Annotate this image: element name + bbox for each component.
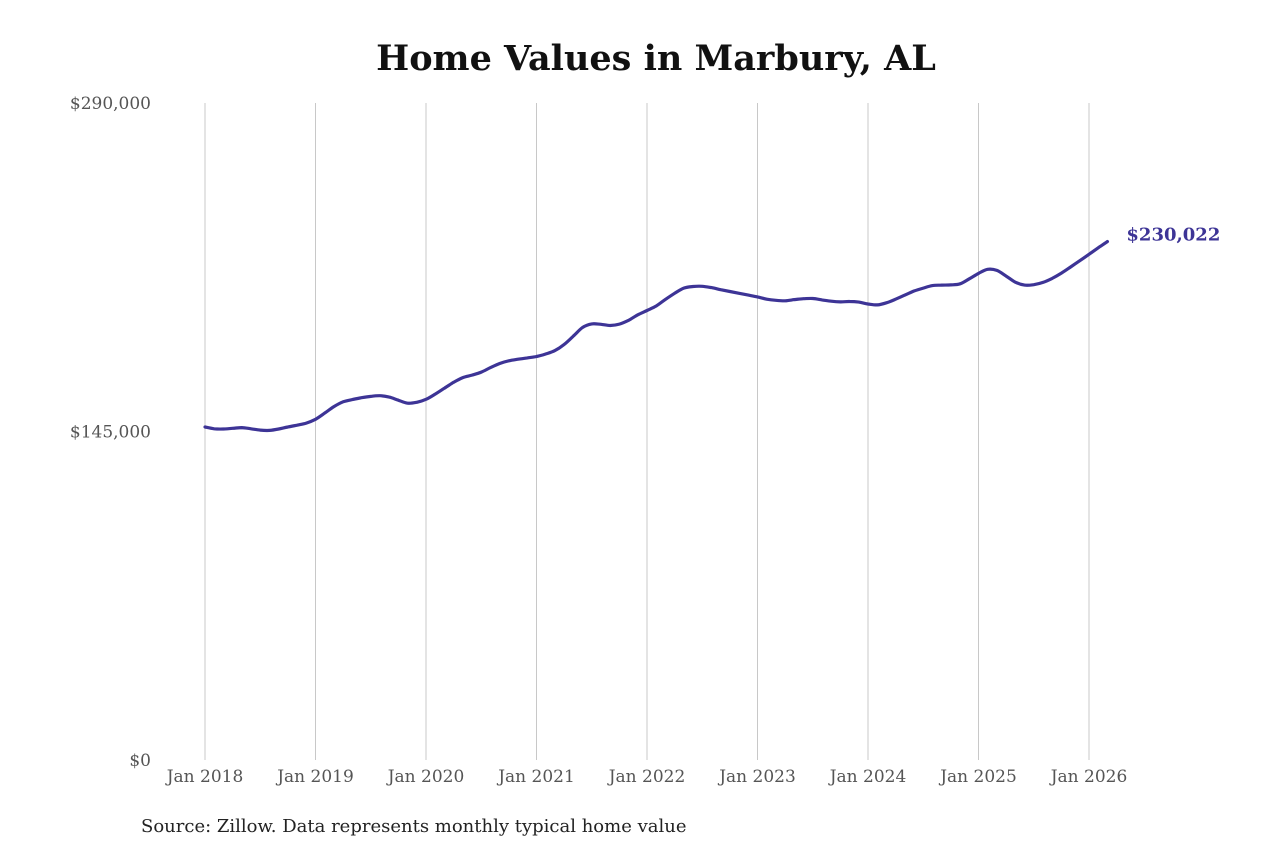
series-line-home-value	[203, 240, 1109, 433]
x-tick-label: Jan 2021	[496, 767, 575, 787]
source-note: Source: Zillow. Data represents monthly …	[141, 816, 687, 837]
y-tick-label: $0	[129, 751, 151, 771]
end-value-label: $230,022	[1126, 225, 1220, 246]
y-tick-label: $145,000	[70, 423, 151, 443]
x-tick-label: Jan 2024	[828, 767, 907, 787]
x-tick-label: Jan 2019	[275, 767, 354, 787]
x-axis-ticks: Jan 2018 Jan 2019 Jan 2020 Jan 2021 Jan 2022…	[165, 767, 1128, 787]
x-tick-label: Jan 2025	[938, 767, 1017, 787]
chart-title: Home Values in Marbury, AL	[376, 38, 936, 79]
y-tick-label: $290,000	[70, 94, 151, 114]
gridlines	[204, 103, 1090, 760]
x-tick-label: Jan 2020	[386, 767, 465, 787]
x-tick-label: Jan 2023	[717, 767, 796, 787]
x-tick-label: Jan 2018	[165, 767, 244, 787]
x-tick-label: Jan 2022	[607, 767, 686, 787]
y-axis-ticks: $0 $145,000 $290,000	[70, 94, 151, 771]
x-tick-label: Jan 2026	[1049, 767, 1128, 787]
